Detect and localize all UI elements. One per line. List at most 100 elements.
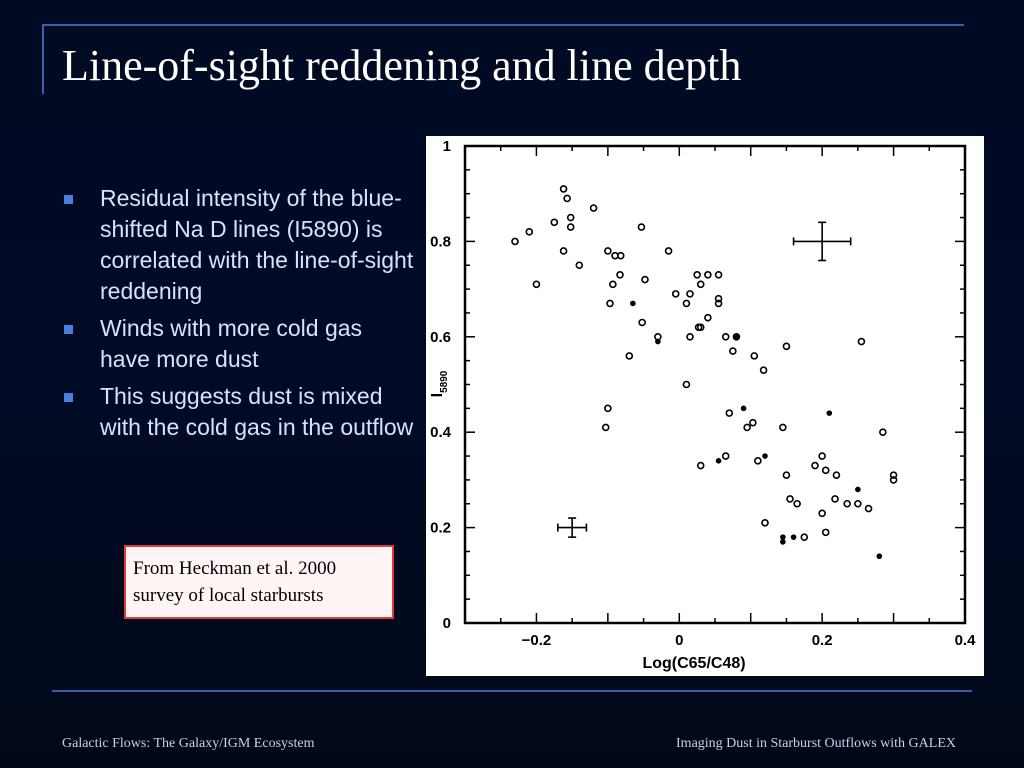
open-data-point [575, 261, 584, 270]
open-data-point [566, 213, 575, 222]
open-data-point [671, 290, 680, 298]
bullet-item: Residual intensity of the blue-shifted N… [62, 183, 414, 307]
open-data-point [782, 471, 791, 479]
open-data-point [843, 499, 851, 508]
open-data-point [750, 352, 759, 360]
bullet-text: Winds with more cold gas have more dust [100, 315, 363, 372]
open-data-point [525, 228, 534, 236]
slide-title: Line-of-sight reddening and line depth [62, 41, 742, 90]
open-data-point [606, 299, 614, 308]
open-data-point [601, 423, 610, 432]
open-data-point [832, 471, 841, 479]
open-data-point [641, 275, 649, 284]
open-data-point [559, 247, 568, 255]
open-data-point [793, 499, 801, 508]
y-tick-label: 0.4 [430, 424, 452, 441]
y-axis-label: I5890 [429, 370, 450, 397]
bullet-text: Residual intensity of the blue-shifted N… [100, 185, 414, 304]
y-tick-label: 0.8 [430, 233, 451, 250]
open-data-point [818, 452, 826, 460]
open-data-point [704, 270, 712, 279]
open-data-point [686, 290, 694, 298]
open-data-point [563, 194, 571, 203]
footer-left: Galactic Flows: The Galaxy/IGM Ecosystem [62, 736, 315, 751]
open-data-point [889, 471, 898, 479]
open-data-point [821, 466, 830, 475]
bullet-list: Residual intensity of the blue-shifted N… [62, 183, 414, 449]
open-data-point [721, 452, 730, 460]
filled-data-point [855, 486, 861, 493]
open-data-point [638, 318, 646, 327]
open-data-point [693, 270, 701, 279]
open-data-point [782, 342, 791, 351]
open-data-point [566, 223, 575, 231]
scatter-plot: −0.2 0 0.2 0.4 0 0.2 0.4 0.6 0.8 1 Log(C65/C48) I… [429, 138, 977, 672]
open-data-point [725, 409, 734, 417]
open-data-point [743, 423, 751, 432]
open-data-point [616, 251, 625, 260]
bullet-item: Winds with more cold gas have more dust [62, 313, 414, 375]
open-data-point [729, 347, 737, 355]
filled-data-point [762, 453, 768, 459]
filled-data-point [740, 405, 747, 412]
filled-data-point [790, 534, 797, 540]
open-data-point [604, 247, 612, 255]
y-tick-label: 0.6 [430, 329, 451, 346]
open-data-point [604, 404, 612, 413]
open-data-point [831, 495, 839, 503]
open-data-point [821, 528, 830, 537]
open-data-point [637, 223, 646, 231]
square-bullet-icon [64, 325, 73, 334]
open-data-point [686, 333, 694, 341]
filled-data-point [655, 338, 661, 345]
x-axis-label: Log(C65/C48) [642, 655, 745, 672]
bottom-rule [52, 690, 972, 692]
open-data-point [696, 461, 705, 470]
bullet-text: This suggests dust is mixed with the col… [100, 383, 414, 440]
open-data-point [864, 504, 873, 513]
open-data-point [761, 519, 769, 527]
filled-data-point [876, 553, 883, 560]
filled-data-point [780, 539, 786, 545]
footer-right: Imaging Dust in Starburst Outflows with … [676, 736, 956, 751]
top-rule-accent [42, 24, 44, 94]
open-data-point [532, 280, 541, 289]
open-data-point [857, 337, 866, 346]
square-bullet-icon [64, 195, 73, 204]
open-data-point [682, 380, 691, 389]
open-data-point [759, 366, 768, 374]
open-data-point [754, 457, 762, 465]
y-tick-label: 1 [443, 138, 451, 155]
bullet-item: This suggests dust is mixed with the col… [62, 381, 414, 443]
open-data-point [714, 299, 723, 308]
open-data-point [625, 352, 634, 360]
open-data-point [786, 495, 794, 503]
open-data-point [682, 299, 691, 308]
open-data-point [749, 418, 757, 427]
y-tick-label: 0 [443, 615, 451, 632]
x-tick-label: 0.4 [955, 632, 977, 649]
open-data-point [811, 461, 819, 470]
open-data-point [664, 247, 673, 255]
open-data-point [511, 237, 519, 246]
open-data-point [609, 280, 617, 289]
open-data-point [818, 509, 826, 518]
plot-frame [463, 144, 967, 625]
top-rule [42, 24, 964, 26]
open-data-point [616, 270, 624, 279]
open-data-point [879, 428, 887, 437]
open-data-point [714, 270, 723, 279]
open-data-point [714, 294, 723, 303]
filled-data-point [780, 534, 786, 540]
filled-data-point [733, 334, 740, 340]
x-tick-label: 0 [675, 632, 683, 649]
filled-data-point [826, 410, 833, 416]
open-data-point [800, 533, 809, 541]
open-data-point [779, 423, 787, 432]
filled-data-point [715, 458, 722, 464]
open-data-point [854, 499, 862, 508]
square-bullet-icon [64, 393, 73, 402]
open-data-point [550, 218, 559, 227]
citation-note: From Heckman et al. 2000 survey of local… [124, 545, 394, 619]
x-tick-label: 0.2 [812, 632, 833, 649]
